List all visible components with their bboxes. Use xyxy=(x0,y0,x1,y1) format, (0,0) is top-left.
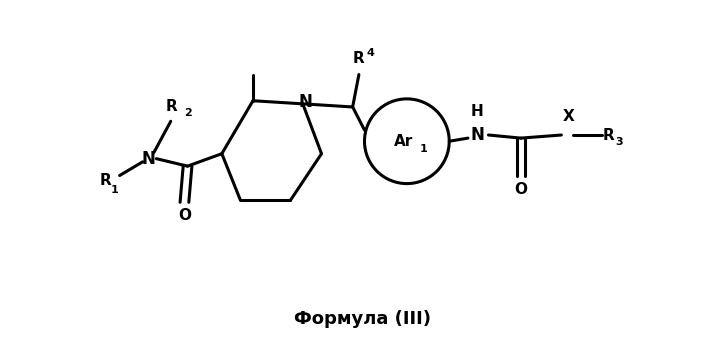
Text: 1: 1 xyxy=(111,185,119,195)
Text: 2: 2 xyxy=(185,107,192,118)
Text: R: R xyxy=(603,127,615,143)
Text: 1: 1 xyxy=(420,144,428,154)
Text: Ar: Ar xyxy=(394,134,413,149)
Text: 3: 3 xyxy=(615,138,623,147)
Text: N: N xyxy=(142,150,156,168)
Text: Формула (III): Формула (III) xyxy=(293,310,431,328)
Text: O: O xyxy=(514,182,527,197)
Text: R: R xyxy=(166,99,178,114)
Text: H: H xyxy=(471,104,484,119)
Text: R: R xyxy=(353,52,365,66)
Text: X: X xyxy=(563,109,575,124)
Text: 4: 4 xyxy=(367,48,374,58)
Text: N: N xyxy=(471,126,484,144)
Text: O: O xyxy=(178,208,191,224)
Text: R: R xyxy=(100,173,111,188)
Text: N: N xyxy=(299,93,313,111)
